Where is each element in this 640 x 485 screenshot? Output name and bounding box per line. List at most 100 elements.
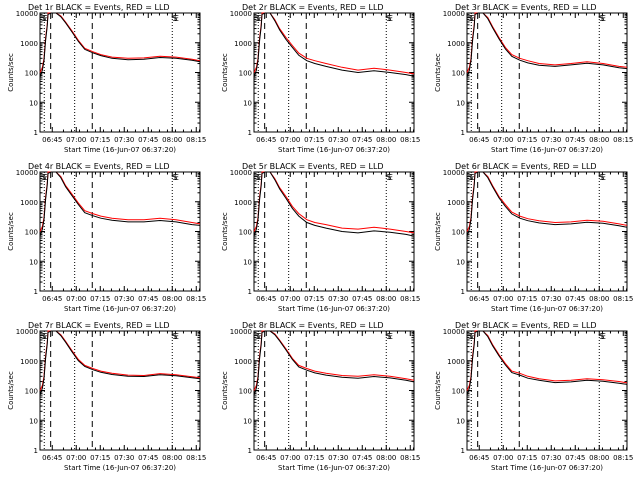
x-tick-label: 07:00	[280, 136, 300, 144]
y-tick-label: 1000	[20, 199, 38, 207]
x-axis-label: Start Time (16-Jun-07 06:37:20)	[278, 305, 390, 313]
events-series-line	[253, 330, 415, 396]
detector-panel: Det 1r BLACK = Events, RED = LLD 1 10 100 10…	[7, 3, 206, 154]
x-tick-label: 07:30	[328, 136, 348, 144]
panel-title: Det 1r BLACK = Events, RED = LLD	[28, 3, 170, 12]
x-tick-label: 07:15	[304, 295, 324, 303]
y-tick-label: 100	[25, 388, 38, 396]
x-tick-label: 07:45	[138, 454, 158, 462]
x-tick-label: 06:45	[469, 454, 489, 462]
marker-label: S	[41, 332, 46, 341]
x-tick-label: 07:45	[352, 454, 372, 462]
panel-title: Det 7r BLACK = Events, RED = LLD	[28, 321, 170, 330]
x-tick-label: 07:15	[517, 295, 537, 303]
detector-panel: Det 5r BLACK = Events, RED = LLD 1 10 100 10…	[221, 162, 420, 313]
x-axis-label: Start Time (16-Jun-07 06:37:20)	[64, 146, 176, 154]
plot-frame	[253, 330, 415, 451]
y-tick-label: 1000	[234, 199, 252, 207]
y-tick-label: 100	[452, 388, 465, 396]
y-axis-label: Counts/sec	[221, 371, 229, 410]
y-tick-label: 10000	[16, 169, 38, 177]
marker-label: S	[468, 14, 473, 23]
x-tick-label: 07:45	[138, 136, 158, 144]
x-tick-label: 07:00	[66, 295, 86, 303]
marker-label: S	[41, 173, 46, 182]
y-tick-label: 1	[34, 129, 38, 137]
x-tick-label: 07:00	[493, 454, 513, 462]
events-series-line	[466, 330, 628, 396]
y-tick-label: 100	[239, 229, 252, 237]
y-axis-label: Counts/sec	[7, 212, 15, 251]
y-tick-label: 100	[25, 229, 38, 237]
x-axis-label: Start Time (16-Jun-07 06:37:20)	[491, 305, 603, 313]
events-series-line	[253, 171, 415, 237]
marker-label: E	[388, 173, 393, 182]
y-tick-label: 10000	[443, 10, 465, 18]
marker-label: E	[174, 14, 179, 23]
x-tick-label: 08:00	[589, 295, 609, 303]
y-tick-label: 1000	[20, 358, 38, 366]
y-tick-label: 10000	[230, 328, 252, 336]
marker-label: E	[601, 14, 606, 23]
y-tick-label: 10	[29, 258, 38, 266]
marker-label: E	[43, 173, 48, 182]
y-tick-label: 1000	[447, 40, 465, 48]
x-tick-label: 07:45	[565, 136, 585, 144]
events-series-line	[466, 171, 628, 237]
marker-label: E	[601, 173, 606, 182]
x-tick-label: 07:30	[114, 454, 134, 462]
y-axis-label: Counts/sec	[434, 53, 442, 92]
y-axis-label: Counts/sec	[434, 212, 442, 251]
marker-label: E	[601, 332, 606, 341]
x-tick-label: 07:30	[328, 454, 348, 462]
x-tick-label: 06:45	[42, 454, 62, 462]
marker-label: S	[599, 14, 604, 23]
panel-title: Det 9r BLACK = Events, RED = LLD	[455, 321, 597, 330]
y-tick-label: 1	[34, 288, 38, 296]
y-tick-label: 10000	[16, 328, 38, 336]
panel-title: Det 4r BLACK = Events, RED = LLD	[28, 162, 170, 171]
x-tick-label: 07:00	[493, 295, 513, 303]
x-tick-label: 06:45	[42, 136, 62, 144]
x-tick-label: 08:15	[400, 454, 420, 462]
x-tick-label: 07:30	[541, 136, 561, 144]
marker-label: S	[599, 332, 604, 341]
x-tick-label: 08:00	[376, 136, 396, 144]
marker-label: E	[43, 332, 48, 341]
marker-label: E	[470, 173, 475, 182]
detector-panel: Det 7r BLACK = Events, RED = LLD 1 10 100 10…	[7, 321, 206, 472]
y-tick-label: 10000	[443, 328, 465, 336]
plot-frame	[39, 171, 201, 292]
marker-label: S	[255, 173, 260, 182]
y-tick-label: 1	[248, 447, 252, 455]
x-axis-label: Start Time (16-Jun-07 06:37:20)	[64, 464, 176, 472]
x-tick-label: 08:00	[162, 136, 182, 144]
y-tick-label: 10000	[16, 10, 38, 18]
events-series-line	[253, 12, 415, 78]
y-tick-label: 10	[243, 99, 252, 107]
x-tick-label: 07:15	[90, 295, 110, 303]
x-axis-label: Start Time (16-Jun-07 06:37:20)	[278, 464, 390, 472]
marker-label: S	[172, 173, 177, 182]
marker-label: E	[470, 14, 475, 23]
x-axis-label: Start Time (16-Jun-07 06:37:20)	[278, 146, 390, 154]
x-tick-label: 06:45	[256, 295, 276, 303]
x-tick-label: 07:15	[90, 454, 110, 462]
x-tick-label: 07:30	[328, 295, 348, 303]
events-series-line	[39, 171, 201, 237]
detector-panel: Det 9r BLACK = Events, RED = LLD 1 10 100 10…	[434, 321, 633, 472]
marker-label: E	[470, 332, 475, 341]
y-tick-label: 100	[452, 229, 465, 237]
y-axis-label: Counts/sec	[7, 371, 15, 410]
marker-label: S	[468, 173, 473, 182]
events-series-line	[39, 330, 201, 396]
marker-label: S	[599, 173, 604, 182]
y-tick-label: 10	[243, 258, 252, 266]
y-tick-label: 100	[239, 388, 252, 396]
marker-label: E	[257, 332, 262, 341]
marker-label: S	[255, 332, 260, 341]
x-tick-label: 07:15	[517, 136, 537, 144]
x-tick-label: 08:00	[376, 454, 396, 462]
x-tick-label: 07:45	[565, 295, 585, 303]
